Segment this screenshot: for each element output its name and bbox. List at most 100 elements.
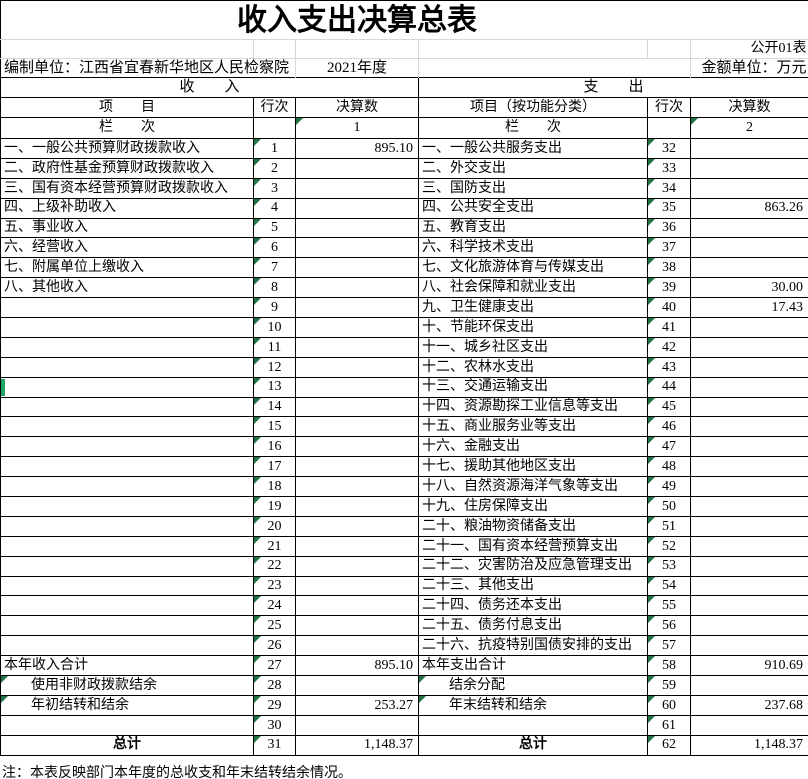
expense-rowno-header-cell[interactable]: 行次 bbox=[647, 97, 691, 118]
expense-amount-cell[interactable] bbox=[690, 217, 808, 239]
expense-item-cell[interactable]: 六、科学技术支出 bbox=[418, 237, 648, 259]
income-row-number-cell[interactable]: 22 bbox=[253, 555, 296, 577]
expense-item-cell[interactable]: 十四、资源勘探工业信息等支出 bbox=[418, 396, 648, 418]
expense-item-cell[interactable]: 一、一般公共服务支出 bbox=[418, 138, 648, 159]
expense-item-cell[interactable]: 二十三、其他支出 bbox=[418, 575, 648, 597]
income-row-number-cell[interactable]: 9 bbox=[253, 297, 296, 319]
income-amount-cell[interactable]: 895.10 bbox=[295, 655, 419, 677]
expense-row-number-cell[interactable]: 39 bbox=[647, 277, 691, 299]
income-amount-cell[interactable] bbox=[295, 515, 419, 537]
income-row-number-cell[interactable]: 13 bbox=[253, 376, 296, 398]
income-item-cell[interactable]: 二、政府性基金预算财政拨款收入 bbox=[0, 157, 254, 179]
income-amount-cell[interactable] bbox=[295, 376, 419, 398]
income-item-cell[interactable] bbox=[0, 595, 254, 617]
expense-item-cell[interactable]: 二十、粮油物资储备支出 bbox=[418, 515, 648, 537]
income-row-number-cell[interactable]: 28 bbox=[253, 675, 296, 696]
income-amount-cell[interactable] bbox=[295, 436, 419, 458]
expense-row-number-cell[interactable]: 41 bbox=[647, 317, 691, 338]
income-item-cell[interactable] bbox=[0, 535, 254, 557]
income-item-cell[interactable] bbox=[0, 635, 254, 657]
expense-item-header-cell[interactable]: 项目（按功能分类） bbox=[418, 97, 648, 118]
expense-amount-cell[interactable]: 863.26 bbox=[690, 197, 808, 219]
income-row-number-cell[interactable]: 30 bbox=[253, 714, 296, 736]
expense-item-cell[interactable]: 十三、交通运输支出 bbox=[418, 376, 648, 398]
income-amount-cell[interactable] bbox=[295, 257, 419, 279]
income-row-number-cell[interactable]: 23 bbox=[253, 575, 296, 597]
expense-amount-cell[interactable]: 30.00 bbox=[690, 277, 808, 299]
income-amount-cell[interactable] bbox=[295, 635, 419, 657]
expense-row-number-cell[interactable]: 34 bbox=[647, 177, 691, 199]
expense-amount-cell[interactable] bbox=[690, 714, 808, 736]
income-row-number-cell[interactable]: 5 bbox=[253, 217, 296, 239]
income-lan-cell[interactable]: 栏 次 bbox=[0, 117, 254, 139]
expense-item-cell[interactable]: 五、教育支出 bbox=[418, 217, 648, 239]
expense-item-cell[interactable]: 本年支出合计 bbox=[418, 655, 648, 677]
amount-unit-cell[interactable]: 金额单位：万元 bbox=[690, 58, 808, 78]
income-amount-cell[interactable] bbox=[295, 575, 419, 597]
income-amount-header-cell[interactable]: 决算数 bbox=[295, 97, 419, 118]
expense-item-cell[interactable]: 九、卫生健康支出 bbox=[418, 297, 648, 319]
income-item-cell[interactable] bbox=[0, 356, 254, 378]
expense-row-number-cell[interactable]: 61 bbox=[647, 714, 691, 736]
expense-row-number-cell[interactable]: 44 bbox=[647, 376, 691, 398]
income-row-number-cell[interactable]: 8 bbox=[253, 277, 296, 299]
expense-row-number-cell[interactable]: 40 bbox=[647, 297, 691, 319]
income-row-number-cell[interactable]: 7 bbox=[253, 257, 296, 279]
expense-item-cell[interactable]: 十二、农林水支出 bbox=[418, 356, 648, 378]
income-item-cell[interactable] bbox=[0, 615, 254, 637]
empty-cell[interactable] bbox=[647, 39, 691, 59]
expense-row-number-cell[interactable]: 42 bbox=[647, 336, 691, 358]
income-item-cell[interactable] bbox=[0, 515, 254, 537]
prepared-by-cell[interactable]: 编制单位：江西省宜春新华地区人民检察院 bbox=[0, 58, 296, 78]
income-item-cell[interactable] bbox=[0, 496, 254, 517]
expense-item-cell[interactable]: 十九、住房保障支出 bbox=[418, 496, 648, 517]
expense-row-number-cell[interactable]: 46 bbox=[647, 416, 691, 438]
expense-amount-cell[interactable] bbox=[690, 317, 808, 338]
expense-amount-cell[interactable] bbox=[690, 595, 808, 617]
income-row-number-cell[interactable]: 14 bbox=[253, 396, 296, 418]
expense-row-number-cell[interactable]: 36 bbox=[647, 217, 691, 239]
income-row-number-cell[interactable]: 27 bbox=[253, 655, 296, 677]
income-item-cell[interactable] bbox=[0, 396, 254, 418]
income-item-cell[interactable] bbox=[0, 476, 254, 498]
income-amount-cell[interactable] bbox=[295, 456, 419, 478]
expense-row-number-cell[interactable]: 54 bbox=[647, 575, 691, 597]
empty-cell[interactable] bbox=[418, 58, 691, 78]
expense-amount-cell[interactable] bbox=[690, 336, 808, 358]
expense-amount-cell[interactable] bbox=[690, 436, 808, 458]
expense-item-cell[interactable]: 二十六、抗疫特别国债安排的支出 bbox=[418, 635, 648, 657]
expense-amount-cell[interactable] bbox=[690, 575, 808, 597]
income-amount-cell[interactable] bbox=[295, 217, 419, 239]
income-amount-cell[interactable] bbox=[295, 396, 419, 418]
expense-item-cell[interactable]: 十五、商业服务业等支出 bbox=[418, 416, 648, 438]
income-amount-cell[interactable] bbox=[295, 157, 419, 179]
expense-amount-cell[interactable] bbox=[690, 416, 808, 438]
income-row-number-cell[interactable]: 18 bbox=[253, 476, 296, 498]
expense-item-cell[interactable]: 总计 bbox=[418, 734, 648, 756]
expense-item-cell[interactable]: 三、国防支出 bbox=[418, 177, 648, 199]
income-amount-cell[interactable]: 1,148.37 bbox=[295, 734, 419, 756]
expense-item-cell[interactable]: 八、社会保障和就业支出 bbox=[418, 277, 648, 299]
expense-amount-cell[interactable] bbox=[690, 157, 808, 179]
expense-item-cell[interactable]: 二、外交支出 bbox=[418, 157, 648, 179]
expense-amount-cell[interactable] bbox=[690, 555, 808, 577]
income-item-cell[interactable] bbox=[0, 555, 254, 577]
expense-item-cell[interactable]: 二十一、国有资本经营预算支出 bbox=[418, 535, 648, 557]
income-row-number-cell[interactable]: 21 bbox=[253, 535, 296, 557]
expense-row-number-cell[interactable]: 45 bbox=[647, 396, 691, 418]
income-row-number-cell[interactable]: 1 bbox=[253, 138, 296, 159]
expense-amount-cell[interactable] bbox=[690, 257, 808, 279]
expense-item-cell[interactable]: 十六、金融支出 bbox=[418, 436, 648, 458]
empty-cell[interactable] bbox=[295, 39, 419, 59]
expense-row-number-cell[interactable]: 38 bbox=[647, 257, 691, 279]
income-row-number-cell[interactable]: 12 bbox=[253, 356, 296, 378]
empty-cell[interactable] bbox=[0, 39, 254, 59]
expense-amount-cell[interactable]: 17.43 bbox=[690, 297, 808, 319]
income-amount-cell[interactable] bbox=[295, 177, 419, 199]
expense-lan-cell[interactable]: 栏 次 bbox=[418, 117, 648, 139]
expense-row-number-cell[interactable]: 52 bbox=[647, 535, 691, 557]
fiscal-year-cell[interactable]: 2021年度 bbox=[295, 58, 419, 78]
expense-row-number-cell[interactable]: 47 bbox=[647, 436, 691, 458]
expense-amount-cell[interactable] bbox=[690, 356, 808, 378]
income-section-cell[interactable]: 收 入 bbox=[0, 77, 419, 98]
